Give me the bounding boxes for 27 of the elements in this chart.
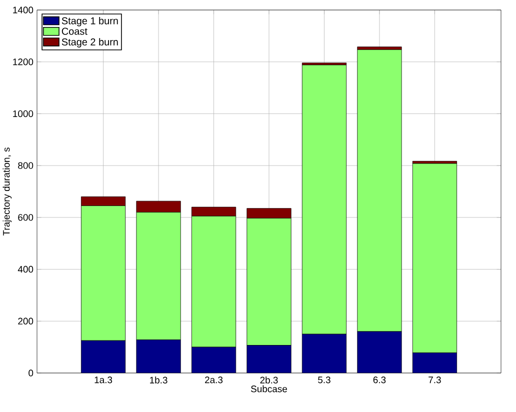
y-tick-label: 400	[18, 266, 34, 273]
x-tick-label: 1b.3	[150, 376, 168, 384]
y-tick-label: 1400	[13, 6, 34, 14]
x-tick-label: 2a.3	[205, 376, 223, 384]
y-axis-title: Trajectory duration, s	[2, 148, 12, 236]
y-tick-label: 200	[18, 318, 34, 324]
bar	[412, 352, 458, 373]
x-tick-label: 6.3	[373, 376, 386, 384]
x-axis-title: Subcase	[251, 385, 287, 392]
x-tick-label: 5.3	[318, 376, 330, 384]
legend-label: Stage 1 burn	[62, 17, 118, 26]
bar	[136, 340, 181, 373]
x-tick-label: 2b.3	[260, 376, 278, 384]
y-tick-label: 1200	[13, 58, 34, 66]
bar	[192, 347, 236, 373]
y-tick-label: 0	[28, 370, 34, 376]
bar	[357, 332, 402, 373]
legend-label: Coast	[62, 28, 88, 35]
y-tick-label: 600	[18, 214, 34, 221]
x-tick-label: 1a.3	[94, 376, 112, 384]
bar	[302, 334, 346, 373]
y-tick-label: 1000	[13, 110, 34, 118]
y-tick-label: 800	[18, 162, 34, 169]
bar	[81, 340, 126, 373]
bar	[246, 345, 292, 373]
legend-label: Stage 2 burn	[62, 38, 118, 48]
x-tick-label: 7.3	[428, 376, 441, 384]
